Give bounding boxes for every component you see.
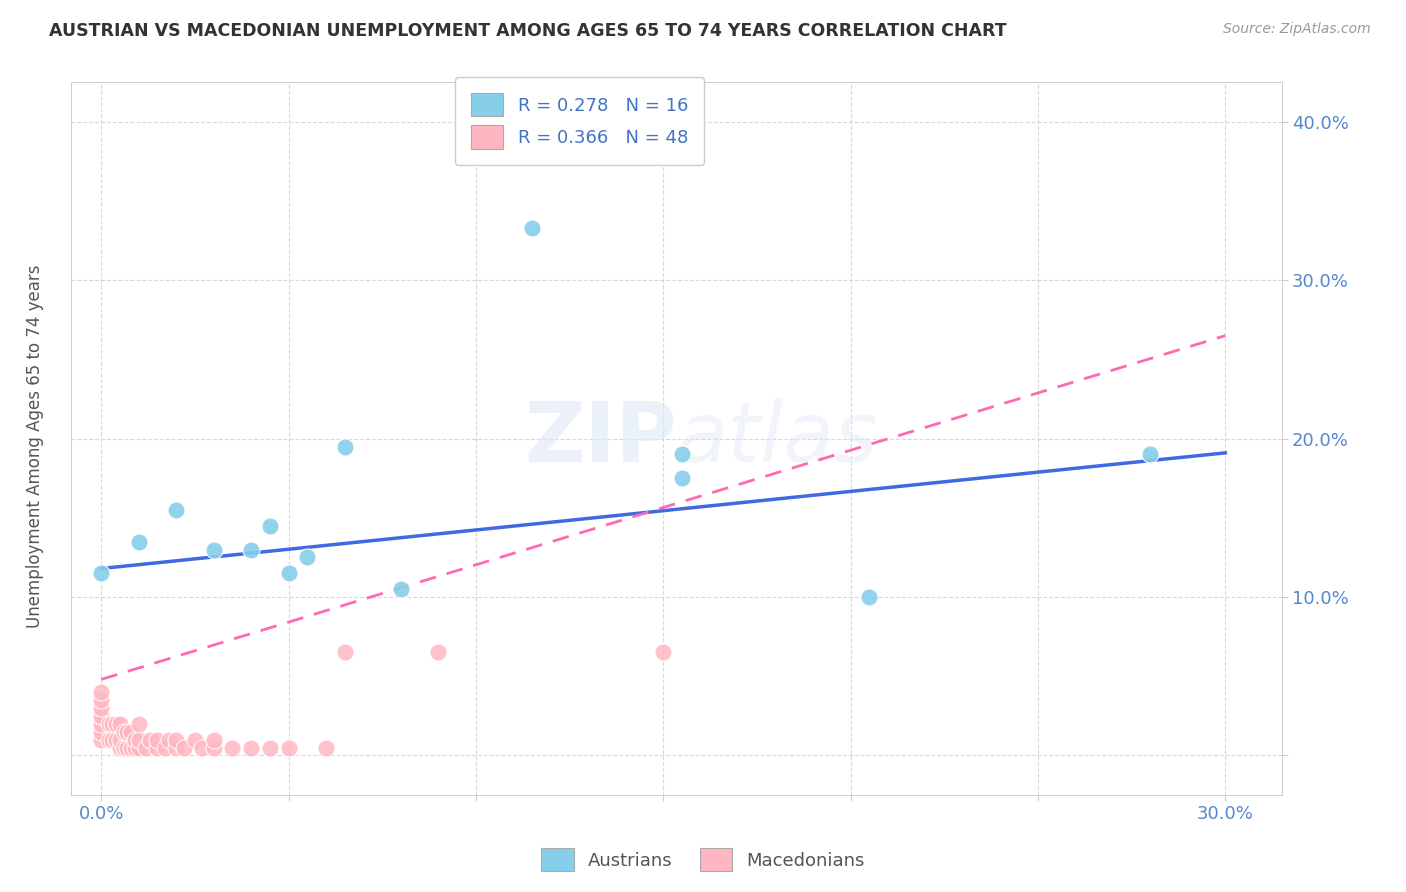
Point: [105, 732, 128, 747]
Point: [858, 590, 880, 604]
Point: [173, 740, 195, 755]
Point: [333, 645, 356, 659]
Point: [1139, 447, 1161, 461]
Point: [202, 732, 225, 747]
Point: [97, 716, 120, 731]
Point: [157, 732, 180, 747]
Point: [146, 732, 169, 747]
Point: [112, 724, 135, 739]
Point: [120, 724, 142, 739]
Point: [153, 740, 176, 755]
Point: [259, 518, 281, 533]
Point: [240, 542, 263, 557]
Point: [671, 471, 693, 485]
Point: [108, 740, 131, 755]
Point: [139, 732, 162, 747]
Point: [128, 716, 150, 731]
Text: ZIP: ZIP: [524, 398, 676, 479]
Point: [90, 693, 112, 707]
Point: [202, 740, 225, 755]
Point: [240, 740, 263, 755]
Point: [297, 550, 319, 565]
Legend: Austrians, Macedonians: Austrians, Macedonians: [534, 841, 872, 879]
Point: [652, 645, 675, 659]
Point: [124, 732, 146, 747]
Point: [90, 716, 112, 731]
Point: [191, 740, 214, 755]
Point: [101, 716, 124, 731]
Point: [117, 724, 139, 739]
Legend: R = 0.278   N = 16, R = 0.366   N = 48: R = 0.278 N = 16, R = 0.366 N = 48: [454, 77, 704, 165]
Point: [259, 740, 281, 755]
Point: [128, 740, 150, 755]
Point: [277, 566, 299, 581]
Point: [112, 740, 135, 755]
Point: [427, 645, 450, 659]
Point: [389, 582, 412, 596]
Point: [120, 740, 142, 755]
Point: [124, 740, 146, 755]
Point: [97, 732, 120, 747]
Text: AUSTRIAN VS MACEDONIAN UNEMPLOYMENT AMONG AGES 65 TO 74 YEARS CORRELATION CHART: AUSTRIAN VS MACEDONIAN UNEMPLOYMENT AMON…: [49, 22, 1007, 40]
Point: [671, 447, 693, 461]
Point: [90, 685, 112, 699]
Point: [520, 220, 543, 235]
Point: [165, 732, 187, 747]
Point: [128, 534, 150, 549]
Point: [90, 724, 112, 739]
Point: [90, 709, 112, 723]
Point: [128, 732, 150, 747]
Point: [90, 701, 112, 715]
Point: [105, 716, 128, 731]
Point: [333, 440, 356, 454]
Point: [108, 716, 131, 731]
Point: [146, 740, 169, 755]
Point: [90, 566, 112, 581]
Point: [202, 542, 225, 557]
Text: Unemployment Among Ages 65 to 74 years: Unemployment Among Ages 65 to 74 years: [27, 264, 44, 628]
Point: [165, 740, 187, 755]
Point: [108, 732, 131, 747]
Point: [277, 740, 299, 755]
Point: [101, 732, 124, 747]
Point: [165, 503, 187, 517]
Point: [135, 740, 157, 755]
Point: [221, 740, 243, 755]
Point: [315, 740, 337, 755]
Point: [90, 732, 112, 747]
Point: [184, 732, 207, 747]
Text: Source: ZipAtlas.com: Source: ZipAtlas.com: [1223, 22, 1371, 37]
Point: [117, 740, 139, 755]
Text: atlas: atlas: [676, 398, 877, 479]
